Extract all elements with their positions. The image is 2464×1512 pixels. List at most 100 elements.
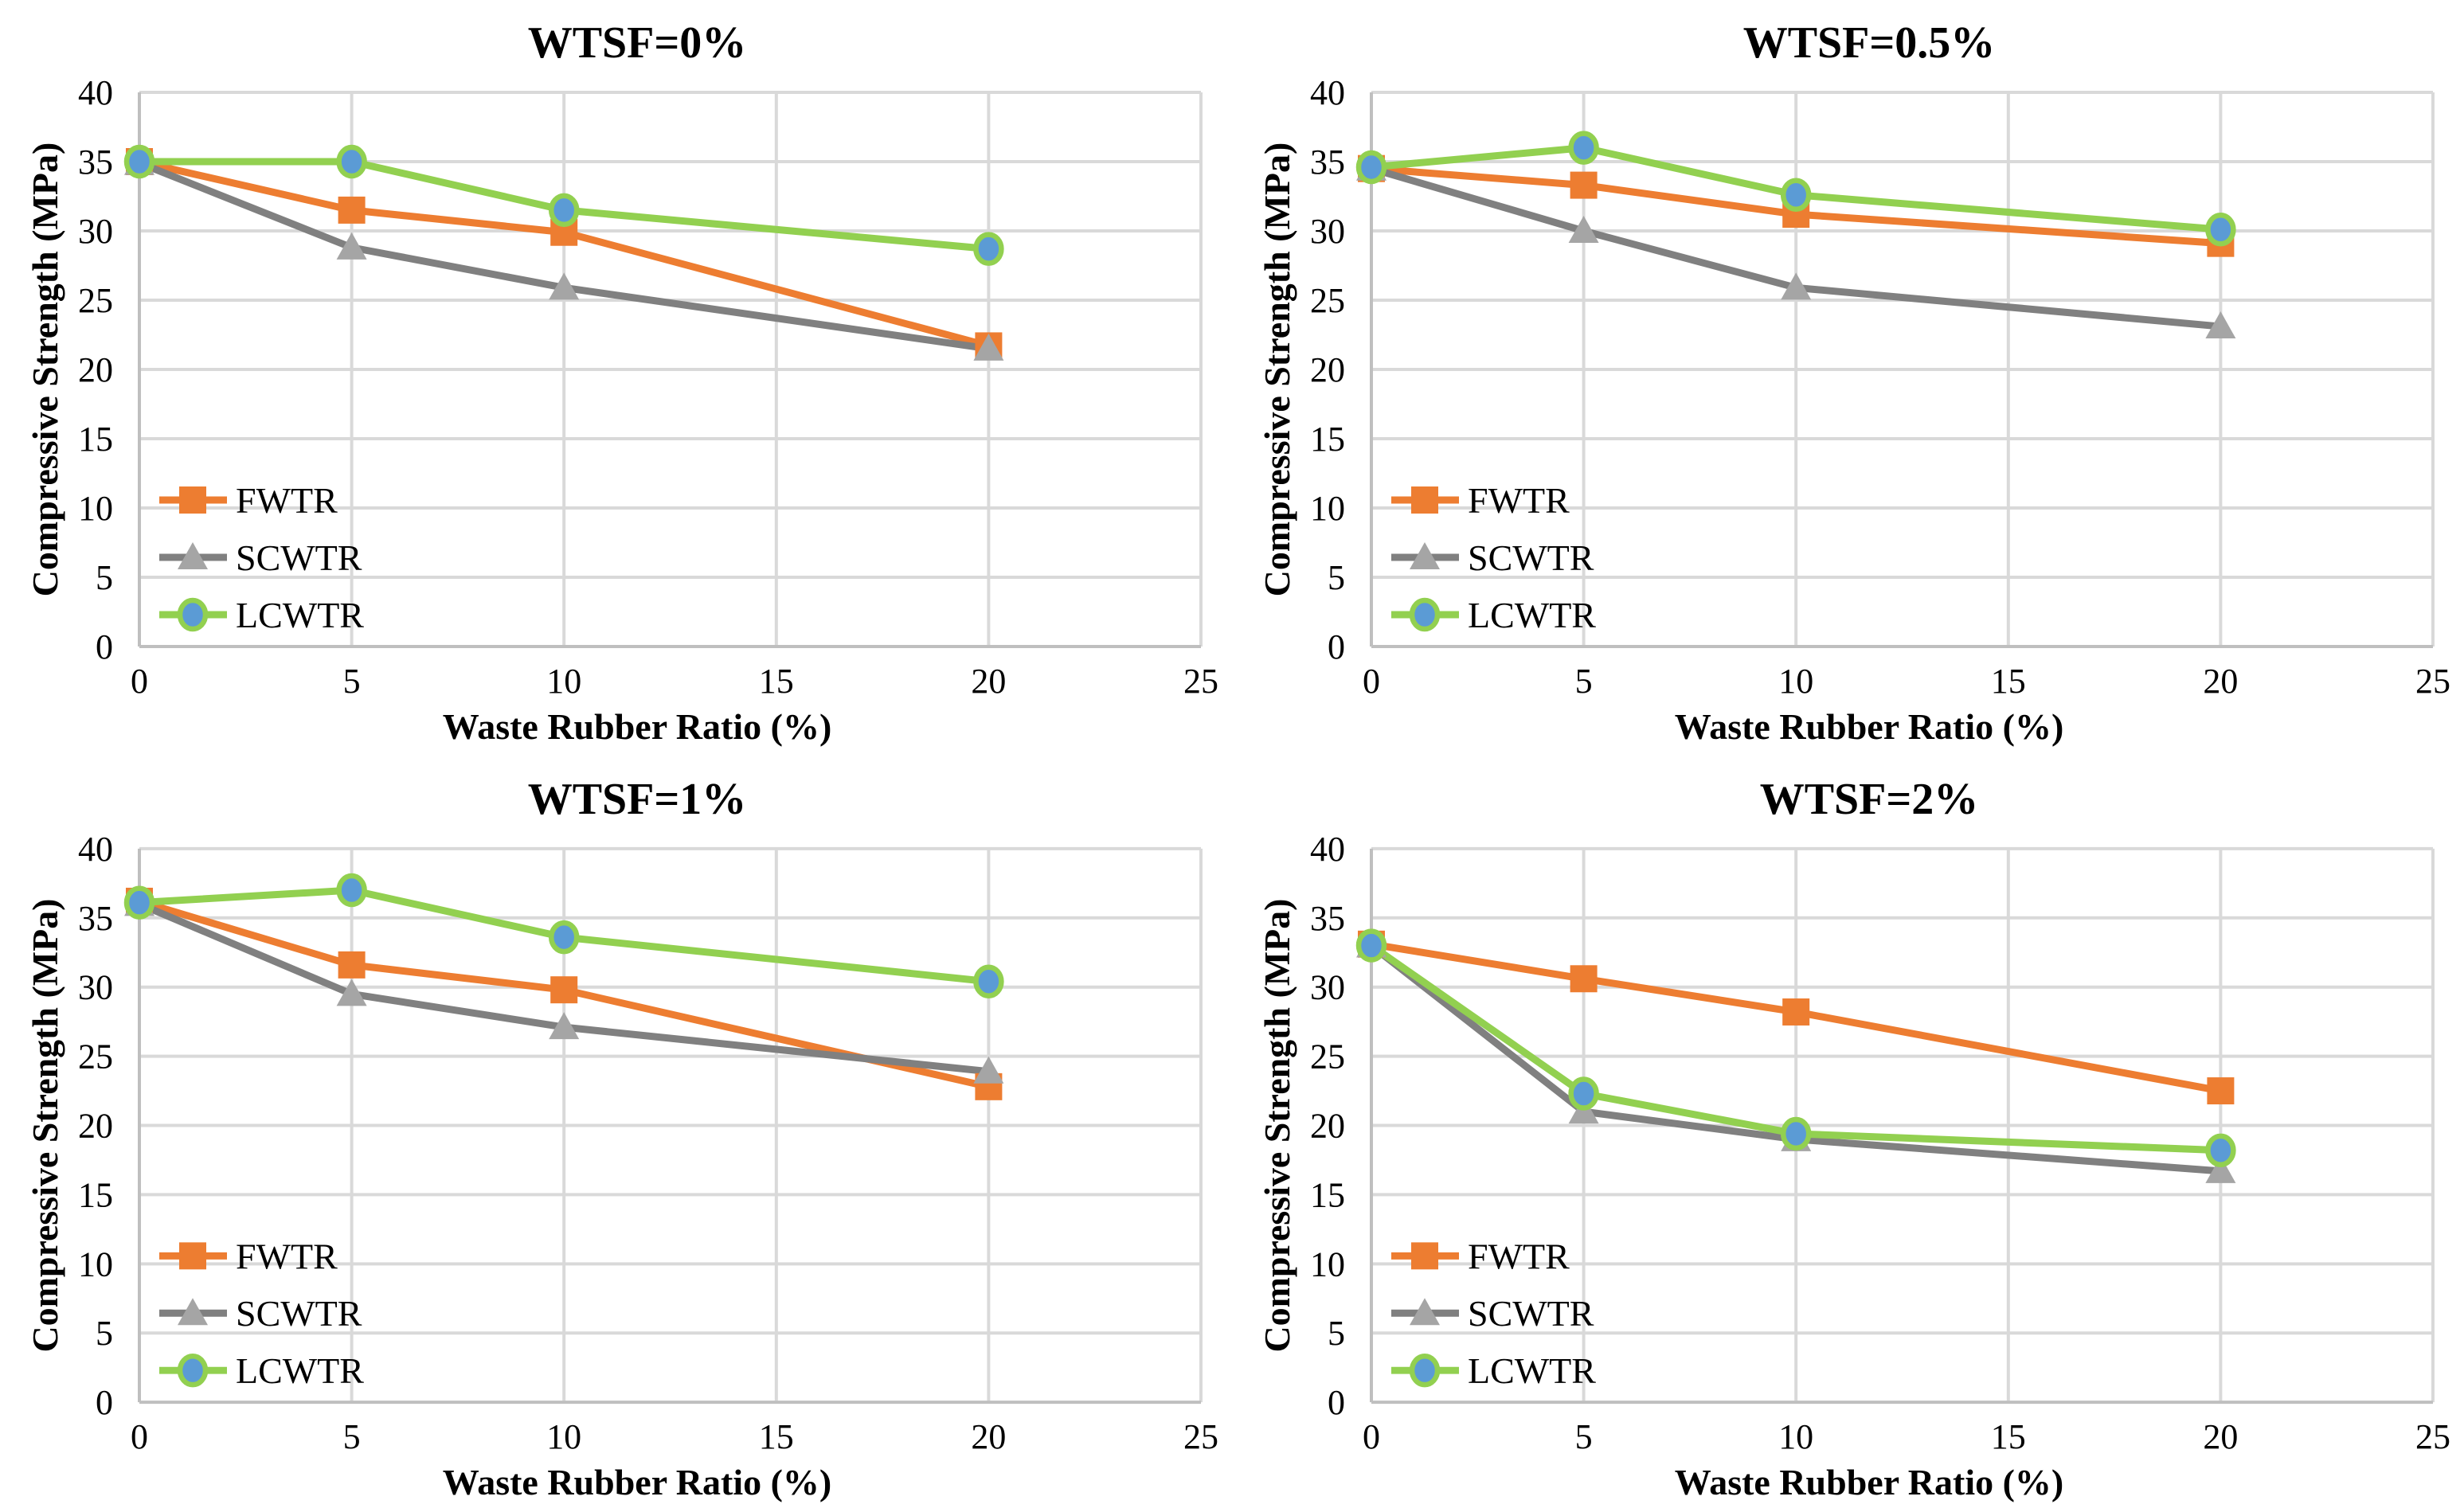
y-tick-label: 20 [1310, 1107, 1345, 1146]
x-tick-label: 5 [1575, 662, 1593, 701]
data-point-lcwtr [2205, 213, 2236, 247]
legend-label: LCWTR [1468, 1350, 1596, 1391]
y-tick-label: 20 [1310, 350, 1345, 389]
data-point-lcwtr [336, 144, 367, 179]
legend-label: FWTR [236, 1236, 338, 1276]
data-point-fwtr [550, 976, 578, 1004]
legend-marker-square [179, 486, 206, 514]
legend-item-fwtr: FWTR [1391, 480, 1570, 521]
data-point-lcwtr [1568, 1076, 1599, 1111]
legend-item-fwtr: FWTR [159, 1236, 338, 1276]
legend-label: SCWTR [1468, 1293, 1594, 1334]
y-tick-label: 25 [78, 1037, 113, 1076]
chart-wtsf-2: WTSF=2% Waste Rubber Ratio (%) Compressive… [1232, 756, 2464, 1512]
x-tick-label: 5 [343, 662, 361, 701]
x-tick-label: 5 [343, 1417, 361, 1456]
legend-item-scwtr: SCWTR [1391, 1293, 1594, 1334]
y-tick-label: 20 [78, 1107, 113, 1146]
y-axis-title: Compressive Strength (MPa) [1257, 143, 1297, 597]
legend-item-fwtr: FWTR [1391, 1236, 1570, 1276]
line-chart: WTSF=0.5% Waste Rubber Ratio (%) Compressi… [1257, 18, 2450, 747]
series-line-lcwtr [1367, 942, 2224, 1155]
chart-title: WTSF=1% [528, 775, 747, 824]
series-line-scwtr [135, 900, 992, 1076]
data-point-lcwtr [2205, 1133, 2236, 1168]
legend-marker-square [1411, 1242, 1438, 1270]
x-tick-label: 20 [2203, 1417, 2238, 1456]
chart-wtsf-1: WTSF=1% Waste Rubber Ratio (%) Compressive… [0, 756, 1232, 1512]
legend-marker-circle [177, 597, 209, 632]
legend-item-scwtr: SCWTR [1391, 537, 1594, 578]
x-tick-label: 20 [2203, 662, 2238, 701]
x-tick-label: 25 [1183, 662, 1218, 701]
chart-title: WTSF=0.5% [1743, 18, 1996, 68]
legend-marker-triangle [1410, 542, 1440, 569]
series-line-fwtr [1367, 940, 2224, 1095]
series-line-fwtr [1367, 165, 2224, 248]
x-tick-label: 10 [546, 1417, 581, 1456]
legend-label: LCWTR [1468, 595, 1596, 635]
legend-item-fwtr: FWTR [159, 480, 338, 521]
data-point-scwtr [2205, 311, 2236, 339]
legend-item-scwtr: SCWTR [159, 537, 362, 578]
data-point-lcwtr [123, 885, 155, 920]
x-tick-label: 15 [759, 1417, 794, 1456]
legend-label: FWTR [1468, 480, 1570, 521]
x-tick-label: 10 [546, 662, 581, 701]
y-tick-label: 30 [1310, 212, 1345, 251]
data-point-fwtr [338, 196, 366, 224]
x-tick-label: 10 [1778, 1417, 1813, 1456]
y-tick-label: 5 [1328, 558, 1345, 597]
line-chart: WTSF=0% Waste Rubber Ratio (%) Compressive… [25, 18, 1218, 747]
data-point-lcwtr [1780, 178, 1812, 213]
data-point-lcwtr [1568, 131, 1599, 165]
legend-label: SCWTR [1468, 537, 1594, 578]
y-tick-label: 30 [78, 968, 113, 1007]
data-point-scwtr [973, 1056, 1004, 1084]
legend-marker-circle [177, 1353, 209, 1388]
legend-marker-square [1411, 486, 1438, 514]
legend-marker-circle [1409, 1353, 1441, 1388]
data-point-lcwtr [336, 873, 367, 908]
y-tick-label: 30 [1310, 968, 1345, 1007]
x-axis-title: Waste Rubber Ratio (%) [1675, 1462, 2063, 1502]
legend-label: FWTR [236, 480, 338, 521]
data-point-fwtr [338, 951, 366, 979]
data-point-lcwtr [1780, 1116, 1812, 1151]
data-point-scwtr [336, 232, 367, 260]
y-axis-title: Compressive Strength (MPa) [25, 899, 65, 1353]
y-tick-label: 10 [1310, 1244, 1345, 1283]
y-tick-label: 0 [96, 1383, 113, 1422]
x-tick-label: 25 [1183, 1417, 1218, 1456]
x-axis-title: Waste Rubber Ratio (%) [443, 706, 832, 747]
series-line-scwtr [1367, 165, 2224, 330]
chart-wtsf-0: WTSF=0% Waste Rubber Ratio (%) Compressive… [0, 0, 1232, 756]
series-line-lcwtr [135, 886, 992, 986]
series-line-fwtr [135, 158, 992, 350]
legend-item-lcwtr: LCWTR [159, 595, 364, 635]
series-line-lcwtr [1367, 144, 2224, 233]
y-tick-label: 10 [78, 1244, 113, 1283]
legend-item-lcwtr: LCWTR [1391, 595, 1596, 635]
data-point-fwtr [1782, 998, 1810, 1026]
y-tick-label: 40 [78, 830, 113, 869]
y-tick-label: 0 [1328, 1383, 1345, 1422]
data-point-scwtr [549, 272, 580, 300]
y-tick-label: 0 [96, 627, 113, 666]
y-tick-label: 25 [78, 281, 113, 320]
data-point-lcwtr [973, 964, 1004, 998]
x-tick-label: 0 [1363, 662, 1380, 701]
y-tick-label: 35 [1310, 899, 1345, 938]
y-axis-title: Compressive Strength (MPa) [25, 143, 65, 597]
y-tick-label: 35 [1310, 143, 1345, 182]
legend-label: SCWTR [236, 1293, 362, 1334]
x-tick-label: 25 [2415, 1417, 2450, 1456]
data-point-scwtr [336, 979, 367, 1006]
data-point-fwtr [1570, 965, 1598, 993]
data-point-fwtr [1570, 171, 1598, 199]
legend-item-lcwtr: LCWTR [1391, 1350, 1596, 1391]
data-point-scwtr [1781, 272, 1812, 300]
x-axis-title: Waste Rubber Ratio (%) [443, 1462, 831, 1502]
data-point-lcwtr [1355, 150, 1387, 185]
